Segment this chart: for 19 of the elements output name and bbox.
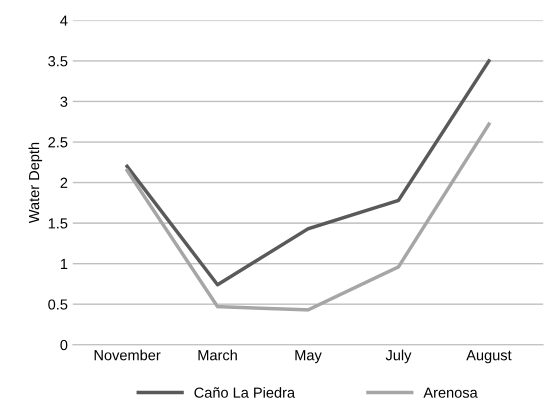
line-series bbox=[125, 122, 491, 312]
y-tick-label: 0 bbox=[60, 340, 68, 350]
y-tick-label: 1 bbox=[60, 258, 68, 269]
line-series bbox=[125, 59, 491, 286]
y-tick-label: 3.5 bbox=[48, 56, 68, 66]
x-tick-label: July bbox=[386, 350, 412, 364]
x-tick-label: March bbox=[198, 350, 237, 360]
y-axis-title: Water Depth bbox=[28, 142, 42, 224]
legend-label: Arenosa bbox=[423, 388, 478, 398]
y-tick-label: 3 bbox=[60, 96, 68, 107]
legend-label: Caño La Piedra bbox=[194, 387, 296, 398]
y-tick-label: 0.5 bbox=[48, 299, 68, 310]
y-tick-label: 2 bbox=[60, 178, 68, 188]
y-tick-label: 2.5 bbox=[48, 137, 68, 148]
x-tick-label: May bbox=[295, 350, 322, 364]
x-tick-label: November bbox=[94, 350, 160, 360]
x-tick-label: August bbox=[466, 350, 512, 364]
y-tick-label: 4 bbox=[60, 16, 68, 26]
y-tick-label: 1.5 bbox=[48, 218, 68, 229]
